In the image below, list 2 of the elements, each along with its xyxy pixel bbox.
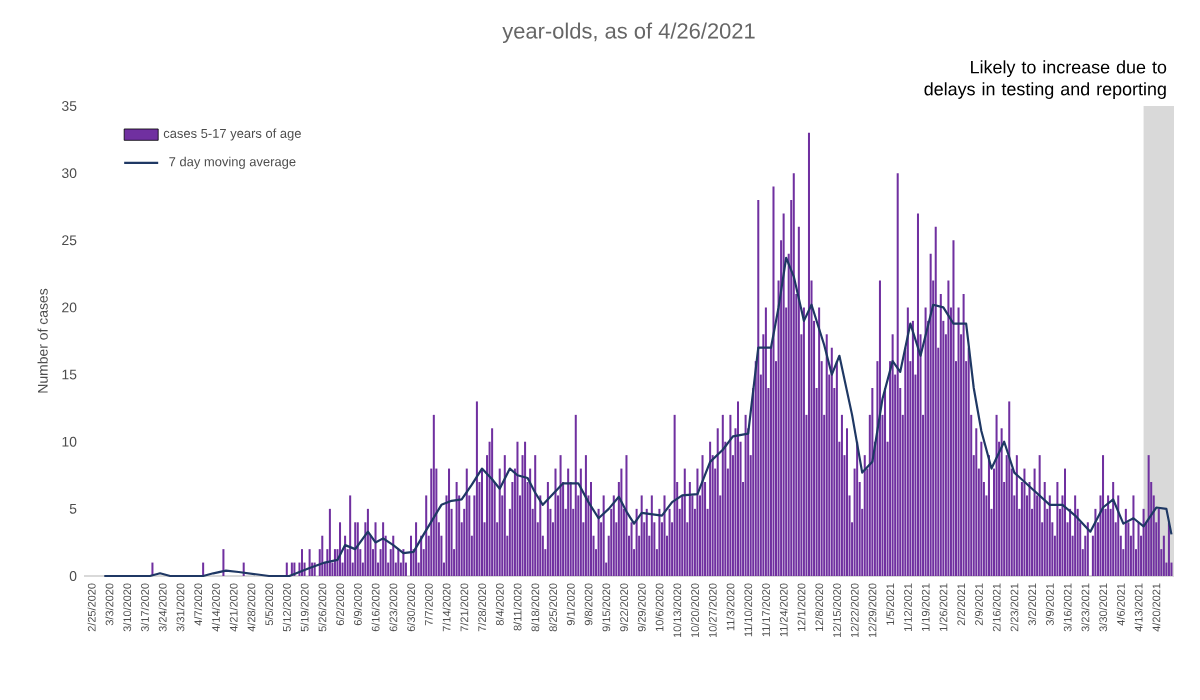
band-label: Likely to increase due to delays in testing and reporting	[924, 60, 1167, 99]
chart-title: year-olds, as of 4/26/2021	[502, 22, 755, 43]
